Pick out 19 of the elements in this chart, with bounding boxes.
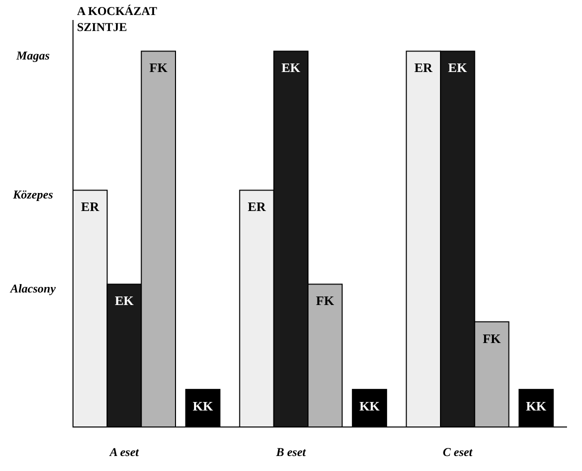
- text: KK: [359, 398, 380, 414]
- x-tick-label: A eset: [108, 445, 140, 459]
- text: Alacsony: [9, 281, 56, 296]
- series-label: FK: [149, 60, 168, 76]
- text: Magas: [15, 48, 50, 62]
- series-label: EK: [114, 293, 135, 308]
- x-tick-label: B eset: [275, 445, 306, 459]
- series-label: KK: [526, 398, 548, 414]
- x-tick-label: C eset: [442, 445, 474, 459]
- series-label: ER: [81, 199, 100, 214]
- text: Közepes: [12, 187, 54, 202]
- text: ER: [414, 60, 432, 76]
- text: ER: [248, 199, 266, 214]
- text: EK: [282, 60, 300, 76]
- y-axis-title: A KOCKÁZAT SZINTJE: [77, 4, 158, 34]
- text: FK: [316, 293, 334, 308]
- text: FK: [482, 330, 501, 346]
- text: EK: [448, 60, 467, 76]
- text: KK: [192, 398, 213, 414]
